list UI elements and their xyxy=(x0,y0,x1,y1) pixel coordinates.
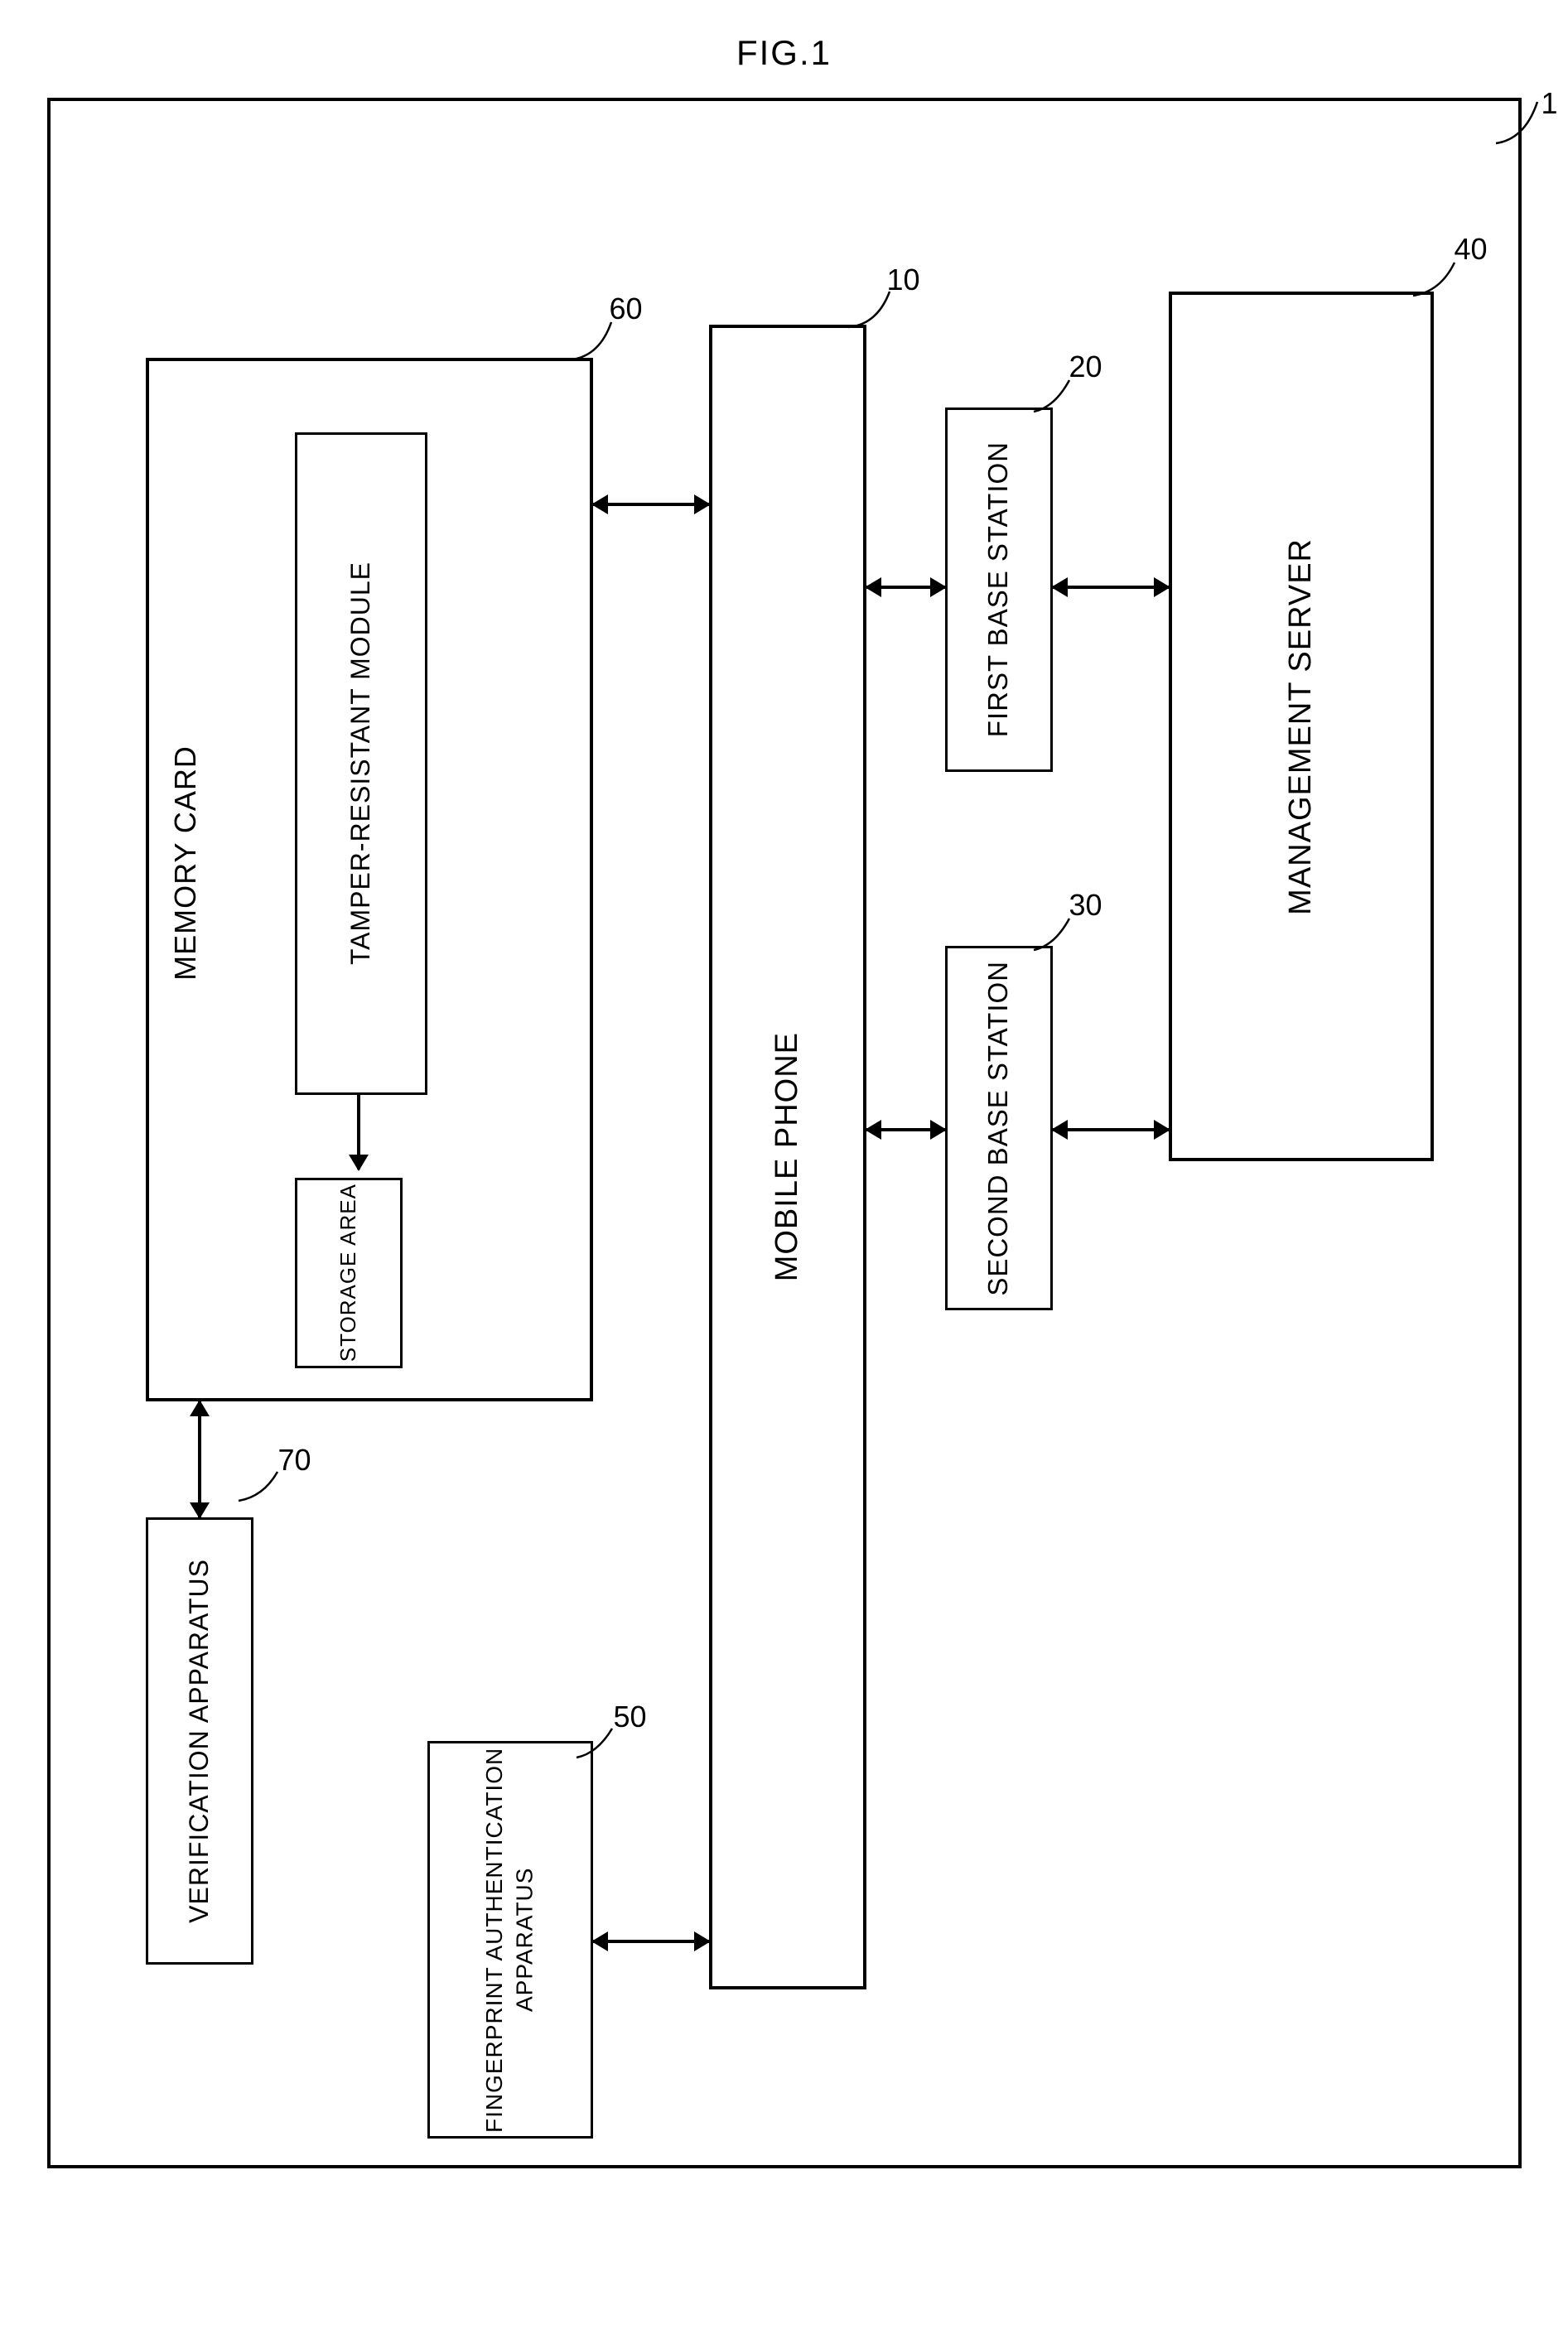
block-tamper_module: TAMPER-RESISTANT MODULE xyxy=(295,432,427,1095)
block-mobile_phone: MOBILE PHONE xyxy=(709,325,866,1989)
leader-memory_card xyxy=(568,318,622,364)
leader-mobile_phone xyxy=(844,287,902,333)
leader-verification xyxy=(234,1468,288,1505)
label-storage_area: STORAGE AREA xyxy=(335,1184,363,1362)
leader-management_server xyxy=(1409,258,1467,300)
arrow-phone-first xyxy=(866,586,945,589)
label-tamper_module: TAMPER-RESISTANT MODULE xyxy=(344,562,379,965)
arrow-card-phone xyxy=(593,503,709,506)
label-mobile_phone: MOBILE PHONE xyxy=(767,1032,808,1281)
arrow-finger-phone xyxy=(593,1940,709,1943)
block-verification: VERIFICATION APPARATUS xyxy=(146,1517,253,1965)
leader-first_base xyxy=(1030,376,1079,416)
label-verification: VERIFICATION APPARATUS xyxy=(182,1559,217,1923)
leader-second_base xyxy=(1030,914,1079,954)
figure-title: FIG.1 xyxy=(33,33,1535,73)
arrow-tamper-storage xyxy=(357,1095,360,1169)
label-second_base: SECOND BASE STATION xyxy=(981,961,1016,1296)
label-management_server: MANAGEMENT SERVER xyxy=(1281,538,1321,915)
arrow-phone-second xyxy=(866,1128,945,1131)
label-fingerprint: FINGERPRINT AUTHENTICATION APPARATUS xyxy=(480,1743,540,2136)
label-memory_card: MEMORY CARD xyxy=(166,745,205,981)
arrow-first-server xyxy=(1053,586,1169,589)
block-storage_area: STORAGE AREA xyxy=(295,1178,403,1368)
block-first_base: FIRST BASE STATION xyxy=(945,407,1053,772)
arrow-storage-verif xyxy=(198,1401,201,1517)
block-fingerprint: FINGERPRINT AUTHENTICATION APPARATUS xyxy=(427,1741,593,2139)
diagram-frame: 1MOBILE PHONE10FIRST BASE STATION20SECON… xyxy=(47,98,1522,2168)
leader-fingerprint xyxy=(572,1724,622,1762)
leader-frame xyxy=(1492,98,1550,147)
arrow-second-server xyxy=(1053,1128,1169,1131)
block-management_server: MANAGEMENT SERVER xyxy=(1169,292,1434,1161)
label-first_base: FIRST BASE STATION xyxy=(981,441,1016,737)
block-second_base: SECOND BASE STATION xyxy=(945,946,1053,1310)
